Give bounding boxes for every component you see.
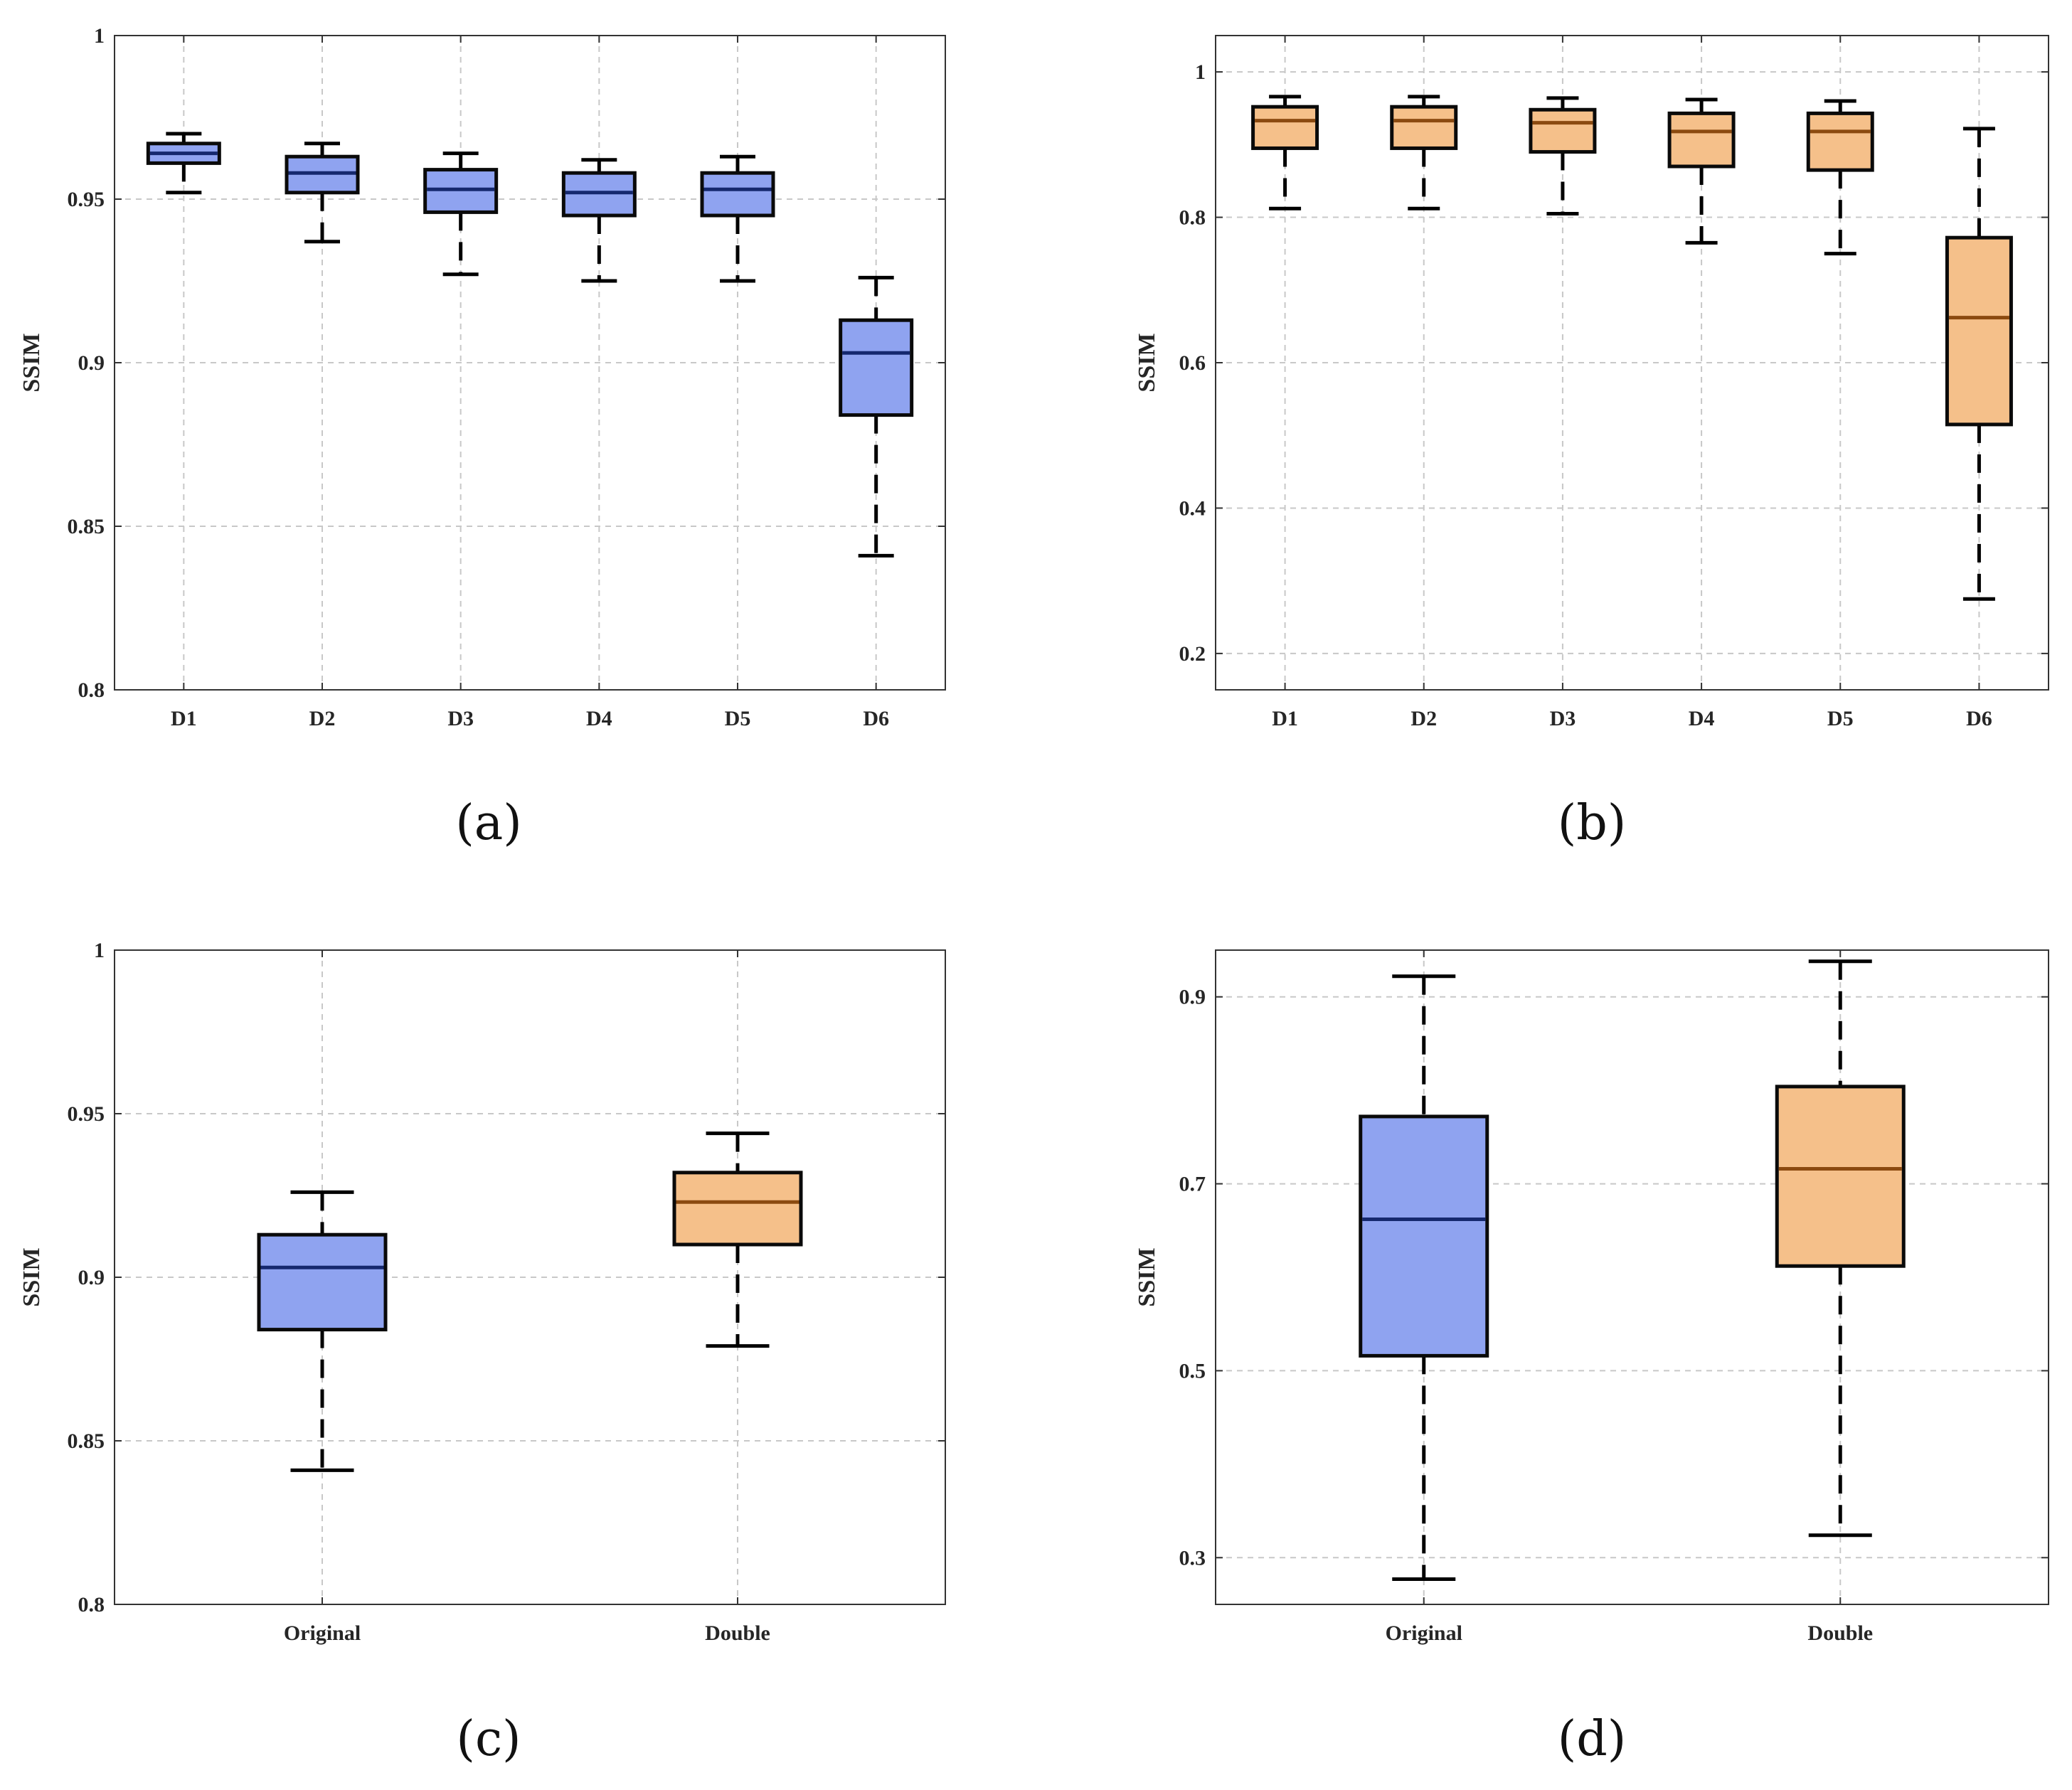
box-original — [1359, 974, 1489, 1582]
y-tick-label: 0.4 — [1179, 496, 1206, 520]
y-tick-label: 1 — [1195, 60, 1206, 84]
y-axis-label: SSIM — [18, 333, 45, 392]
box-d5 — [700, 154, 775, 283]
x-category-label: D4 — [1689, 707, 1715, 730]
box-d3 — [1529, 96, 1597, 215]
box-original — [257, 1190, 388, 1472]
iqr-box — [1390, 105, 1458, 150]
panel-c: 0.8 0.85 0.9 0.95 1 Original Double SSIM (c) — [18, 939, 946, 1767]
x-category-label: D3 — [1550, 707, 1576, 730]
y-tick-label: 0.8 — [1179, 206, 1206, 230]
x-category-label: D2 — [1410, 707, 1437, 730]
iqr-box — [1806, 111, 1874, 172]
x-category-label: Original — [284, 1621, 361, 1645]
y-tick-label: 0.8 — [78, 1593, 105, 1616]
panel-label: (c) — [456, 1711, 521, 1767]
box-d4 — [1667, 97, 1736, 245]
iqr-box — [257, 1232, 388, 1332]
box-double — [1775, 959, 1906, 1538]
iqr-box — [1945, 235, 2013, 427]
box-d5 — [1806, 99, 1874, 256]
panel-b: 0.2 0.4 0.6 0.8 1 D1 D2 D3 D4 D5 D6 SSIM (b) — [1134, 35, 2049, 851]
x-category-label: D3 — [447, 707, 474, 730]
y-tick-label: 1 — [94, 24, 105, 48]
x-category-label: D5 — [725, 707, 751, 730]
y-tick-label: 0.9 — [78, 351, 105, 375]
plot-frame — [1215, 949, 2049, 1605]
box-d6 — [839, 275, 914, 558]
y-tick-label: 0.85 — [68, 1429, 105, 1453]
iqr-box — [1529, 107, 1597, 154]
y-tick-label: 0.3 — [1179, 1546, 1206, 1570]
x-category-label: D5 — [1827, 707, 1854, 730]
panel-label: (a) — [455, 795, 522, 851]
y-tick-label: 0.6 — [1179, 351, 1206, 375]
y-tick-label: 0.9 — [1179, 986, 1206, 1009]
x-category-label: Original — [1386, 1621, 1462, 1645]
y-tick-label: 0.7 — [1179, 1173, 1206, 1196]
y-tick-label: 0.95 — [68, 188, 105, 211]
x-category-label: D6 — [1966, 707, 1992, 730]
box-double — [672, 1131, 803, 1348]
iqr-box — [1359, 1114, 1489, 1358]
y-tick-label: 0.85 — [68, 515, 105, 538]
box-d6 — [1945, 127, 2013, 601]
iqr-box — [672, 1171, 803, 1247]
y-tick-label: 1 — [94, 939, 105, 962]
x-category-label: D4 — [586, 707, 612, 730]
x-category-label: D1 — [171, 707, 197, 730]
iqr-box — [700, 171, 775, 218]
panel-d: 0.3 0.5 0.7 0.9 Original Double SSIM (d) — [1134, 949, 2049, 1767]
y-axis-label: SSIM — [1134, 1247, 1160, 1306]
y-tick-label: 0.2 — [1179, 642, 1206, 666]
y-axis-label: SSIM — [1134, 333, 1160, 392]
x-category-label: Double — [705, 1621, 770, 1645]
iqr-box — [1667, 111, 1736, 169]
box-d2 — [285, 142, 360, 244]
panel-label: (d) — [1558, 1711, 1627, 1767]
panel-a: 0.8 0.85 0.9 0.95 1 D1 D2 D3 D4 D5 D6 SSIM (a) — [18, 24, 946, 851]
box-d1 — [146, 132, 221, 195]
y-tick-label: 0.9 — [78, 1266, 105, 1289]
y-axis-label: SSIM — [18, 1247, 45, 1306]
x-category-label: D6 — [863, 707, 889, 730]
x-category-label: Double — [1807, 1621, 1873, 1645]
box-d3 — [423, 151, 499, 277]
y-tick-label: 0.5 — [1179, 1359, 1206, 1383]
iqr-box — [1251, 105, 1319, 150]
y-tick-label: 0.8 — [78, 678, 105, 702]
iqr-box — [839, 318, 914, 417]
box-d2 — [1390, 95, 1458, 211]
x-category-label: D1 — [1272, 707, 1298, 730]
box-d1 — [1251, 95, 1319, 211]
x-category-label: D2 — [309, 707, 336, 730]
y-tick-label: 0.95 — [68, 1102, 105, 1126]
iqr-box — [1775, 1085, 1906, 1268]
box-d4 — [561, 158, 637, 283]
panel-label: (b) — [1558, 795, 1627, 851]
